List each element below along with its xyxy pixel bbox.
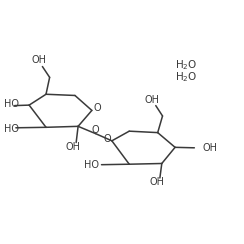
Text: H$_2$O: H$_2$O bbox=[175, 71, 198, 84]
Text: O: O bbox=[94, 103, 101, 113]
Text: O: O bbox=[103, 134, 111, 144]
Text: OH: OH bbox=[66, 142, 81, 152]
Text: HO: HO bbox=[4, 99, 19, 109]
Text: H$_2$O: H$_2$O bbox=[175, 58, 198, 72]
Text: OH: OH bbox=[31, 55, 46, 65]
Text: HO: HO bbox=[84, 160, 99, 170]
Text: OH: OH bbox=[150, 177, 165, 187]
Text: HO: HO bbox=[4, 123, 19, 133]
Text: O: O bbox=[91, 125, 99, 135]
Text: OH: OH bbox=[203, 143, 218, 153]
Text: OH: OH bbox=[145, 95, 160, 105]
